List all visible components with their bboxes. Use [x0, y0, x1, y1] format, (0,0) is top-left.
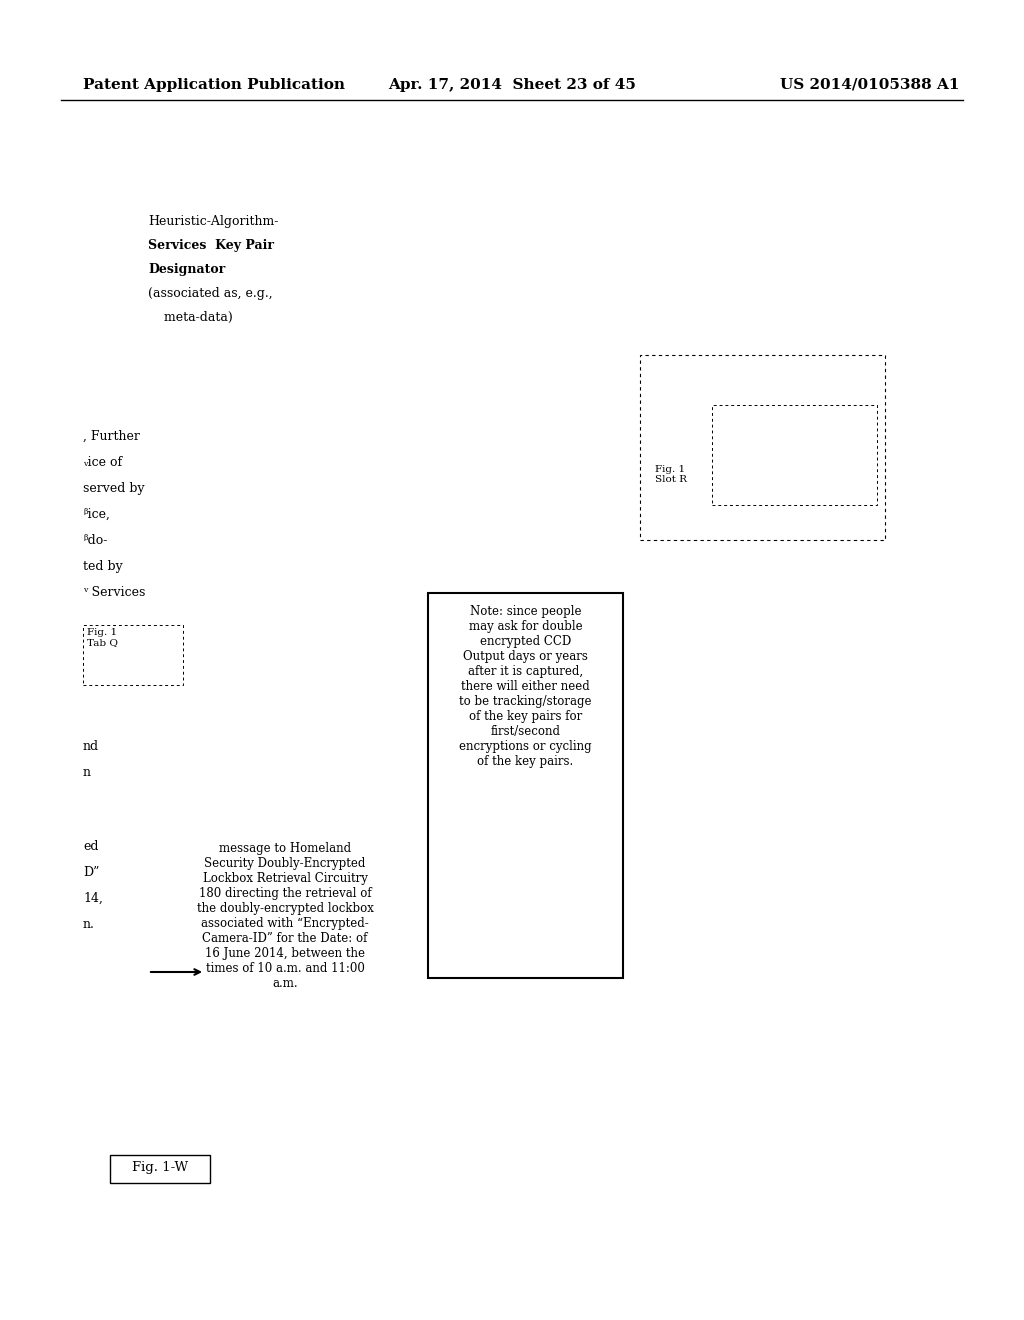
- Text: Fig. 1-W: Fig. 1-W: [132, 1162, 188, 1173]
- Text: served by: served by: [83, 482, 144, 495]
- Text: ted by: ted by: [83, 560, 123, 573]
- Text: ᵝice,: ᵝice,: [83, 508, 110, 521]
- Text: D”: D”: [83, 866, 99, 879]
- Text: meta-data): meta-data): [148, 312, 232, 323]
- Text: ᵛ Services: ᵛ Services: [83, 586, 145, 599]
- Bar: [428, 593, 623, 978]
- Text: Patent Application Publication: Patent Application Publication: [83, 78, 345, 92]
- Text: Heuristic-Algorithm-: Heuristic-Algorithm-: [148, 215, 279, 228]
- Text: Apr. 17, 2014  Sheet 23 of 45: Apr. 17, 2014 Sheet 23 of 45: [388, 78, 636, 92]
- Text: nd: nd: [83, 741, 99, 752]
- Text: Fig. 1
Slot R: Fig. 1 Slot R: [655, 465, 687, 484]
- Text: Note: since people
may ask for double
encrypted CCD
Output days or years
after i: Note: since people may ask for double en…: [459, 605, 592, 768]
- Text: n.: n.: [83, 917, 95, 931]
- Text: Designator: Designator: [148, 263, 225, 276]
- Text: n: n: [83, 766, 91, 779]
- Text: ed: ed: [83, 840, 98, 853]
- Text: 14,: 14,: [83, 892, 102, 906]
- Text: US 2014/0105388 A1: US 2014/0105388 A1: [780, 78, 961, 92]
- Text: (associated as, e.g.,: (associated as, e.g.,: [148, 286, 272, 300]
- Text: ᵥice of: ᵥice of: [83, 455, 122, 469]
- Text: , Further: , Further: [83, 430, 140, 444]
- Bar: [640, 355, 885, 540]
- Bar: [83, 624, 183, 685]
- Bar: [110, 1155, 210, 1183]
- Text: Fig. 1
Tab Q: Fig. 1 Tab Q: [87, 628, 118, 647]
- Text: ᵝdo-: ᵝdo-: [83, 535, 108, 546]
- Bar: [712, 405, 877, 506]
- Text: message to Homeland
Security Doubly-Encrypted
Lockbox Retrieval Circuitry
180 di: message to Homeland Security Doubly-Encr…: [197, 842, 374, 990]
- Text: Services  Key Pair: Services Key Pair: [148, 239, 274, 252]
